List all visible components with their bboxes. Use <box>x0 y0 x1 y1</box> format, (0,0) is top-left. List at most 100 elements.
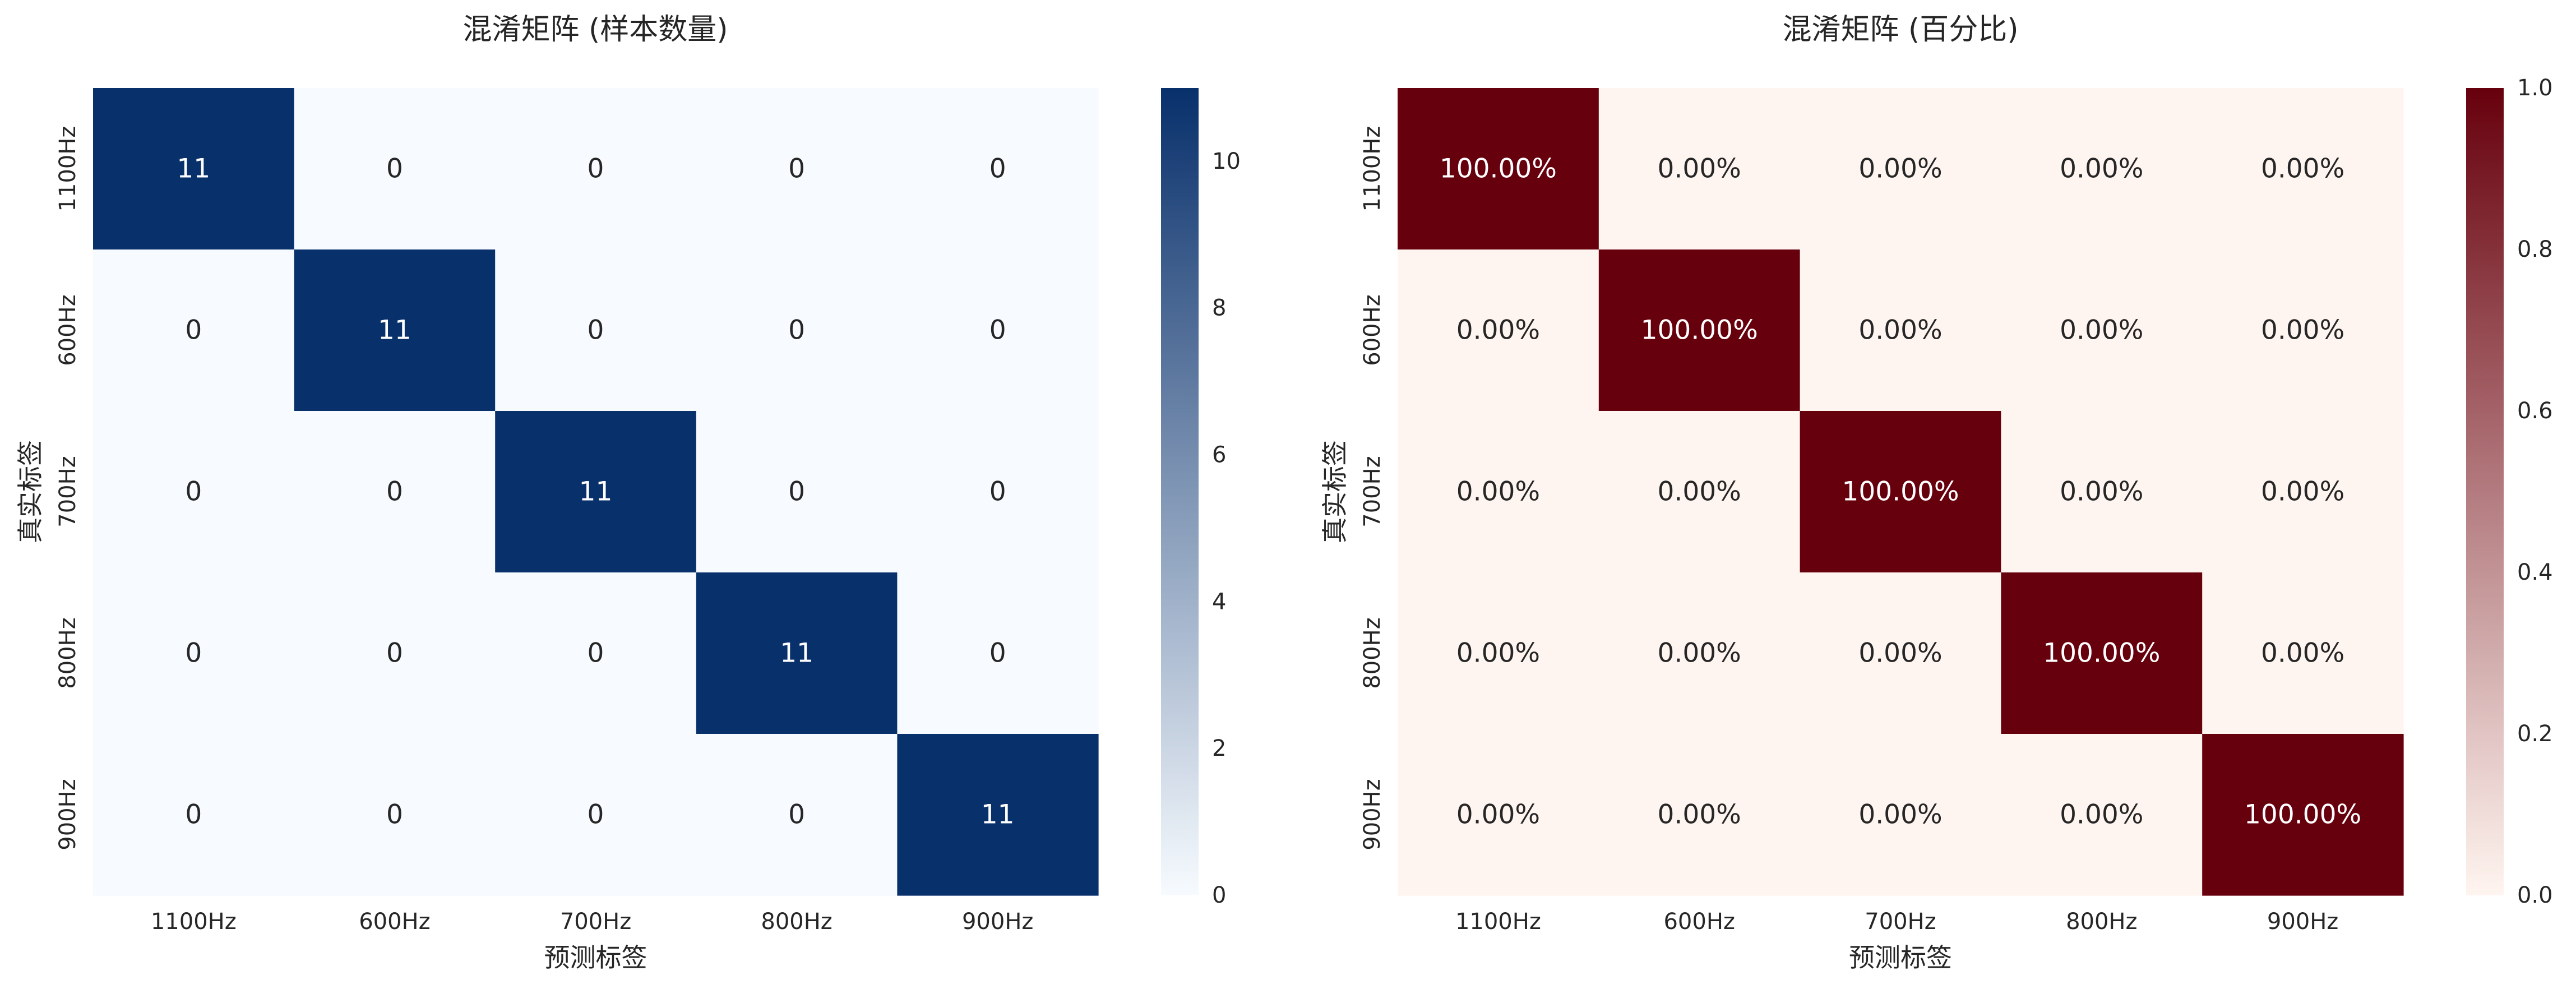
colorbar-tick-label: 1.0 <box>2517 75 2553 101</box>
cell-label: 0.00% <box>1658 154 1741 184</box>
cell-label: 0 <box>386 638 403 669</box>
heatmap-cell <box>2001 572 2203 734</box>
x-tick-label: 800Hz <box>761 909 832 935</box>
heatmap-cell <box>696 734 898 896</box>
cell-label: 0.00% <box>2060 799 2143 830</box>
heatmap-cell <box>2001 88 2203 250</box>
heatmap-cell <box>2202 411 2404 573</box>
colorbar-tick-label: 0.0 <box>2517 882 2553 908</box>
heatmap-cell <box>495 572 697 734</box>
cell-label: 0 <box>386 154 403 184</box>
y-axis-label: 真实标签 <box>15 440 45 543</box>
x-tick-label: 600Hz <box>1663 909 1735 935</box>
heatmap-cell <box>897 411 1099 573</box>
cell-label: 100.00% <box>1641 315 1758 346</box>
cell-label: 100.00% <box>2244 799 2361 830</box>
heatmap-cell <box>696 249 898 412</box>
cell-label: 0.00% <box>1456 638 1540 669</box>
y-tick-label: 600Hz <box>55 294 81 366</box>
x-tick-label: 1100Hz <box>151 909 237 935</box>
heatmap-cell <box>2202 734 2404 896</box>
heatmap-cell <box>2202 88 2404 250</box>
cell-label: 0 <box>386 477 403 507</box>
cell-label: 0 <box>185 799 202 830</box>
x-tick-label: 1100Hz <box>1455 909 1541 935</box>
heatmap-cell <box>1598 572 1801 734</box>
heatmap-cell <box>696 411 898 573</box>
cell-label: 0 <box>989 477 1006 507</box>
heatmap-cell <box>495 411 697 573</box>
cell-label: 0 <box>185 477 202 507</box>
heatmap-cell <box>1800 88 2001 250</box>
heatmap-cell <box>294 411 496 573</box>
cell-label: 11 <box>177 154 210 184</box>
heatmap-cell <box>294 88 496 250</box>
cell-label: 0 <box>386 799 403 830</box>
heatmap-cell <box>294 572 496 734</box>
heatmap-cell <box>1800 734 2001 896</box>
heatmap-cell <box>1598 249 1801 412</box>
cell-label: 0 <box>588 799 604 830</box>
cell-label: 0.00% <box>2060 477 2143 507</box>
colorbar <box>2466 88 2504 895</box>
heatmap-cell <box>495 88 697 250</box>
heatmap-cell <box>2001 734 2203 896</box>
heatmap-cell <box>1398 411 1599 573</box>
cell-label: 100.00% <box>1440 154 1557 184</box>
heatmap-cell <box>93 411 295 573</box>
cell-label: 0.00% <box>1858 315 1942 346</box>
y-tick-label: 700Hz <box>1359 456 1385 527</box>
heatmap-cell <box>2202 572 2404 734</box>
x-tick-label: 800Hz <box>2066 909 2137 935</box>
cell-label: 0.00% <box>2060 154 2143 184</box>
heatmap-cell <box>1800 249 2001 412</box>
colorbar-tick-label: 10 <box>1212 149 1241 174</box>
y-tick-label: 900Hz <box>55 779 81 850</box>
cell-label: 11 <box>981 799 1015 830</box>
heatmap-cell <box>897 249 1099 412</box>
cell-label: 0.00% <box>1658 799 1741 830</box>
cell-label: 0.00% <box>1658 638 1741 669</box>
colorbar-tick-label: 6 <box>1212 442 1226 468</box>
heatmap-cell <box>696 88 898 250</box>
heatmap-cell <box>1398 249 1599 412</box>
cell-label: 0.00% <box>2261 477 2344 507</box>
heatmap-cell <box>1398 734 1599 896</box>
heatmap-cell <box>93 249 295 412</box>
cell-label: 0 <box>989 638 1006 669</box>
heatmap-cell <box>1398 88 1599 250</box>
heatmap-cell <box>897 88 1099 250</box>
heatmap-cell <box>1800 572 2001 734</box>
heatmap-cell <box>1598 734 1801 896</box>
heatmap-cell <box>495 249 697 412</box>
colorbar-tick-label: 8 <box>1212 295 1226 321</box>
x-tick-label: 700Hz <box>1865 909 1936 935</box>
y-tick-label: 600Hz <box>1359 294 1385 366</box>
cell-label: 0.00% <box>1858 638 1942 669</box>
cell-label: 100.00% <box>1842 477 1959 507</box>
cell-label: 11 <box>579 477 613 507</box>
heatmap-cell <box>897 734 1099 896</box>
cell-label: 11 <box>780 638 813 669</box>
chart-title: 混淆矩阵 (样本数量) <box>463 13 728 47</box>
x-tick-label: 600Hz <box>359 909 430 935</box>
colorbar-tick-label: 0 <box>1212 882 1226 908</box>
heatmap-cell <box>93 572 295 734</box>
colorbar-tick-label: 4 <box>1212 589 1226 614</box>
x-axis-label: 预测标签 <box>544 942 648 973</box>
colorbar-tick-label: 2 <box>1212 736 1226 761</box>
cell-label: 0 <box>788 799 805 830</box>
heatmap-cell <box>1398 572 1599 734</box>
y-tick-label: 1100Hz <box>55 126 81 212</box>
cell-label: 0.00% <box>2060 315 2143 346</box>
cell-label: 0.00% <box>1456 315 1540 346</box>
colorbar <box>1161 88 1199 895</box>
cell-label: 0.00% <box>2261 154 2344 184</box>
cell-label: 0.00% <box>1858 154 1942 184</box>
cell-label: 0 <box>185 315 202 346</box>
cell-label: 0.00% <box>1658 477 1741 507</box>
cell-label: 0.00% <box>2261 638 2344 669</box>
chart-title: 混淆矩阵 (百分比) <box>1782 13 2018 47</box>
heatmap-cell <box>696 572 898 734</box>
